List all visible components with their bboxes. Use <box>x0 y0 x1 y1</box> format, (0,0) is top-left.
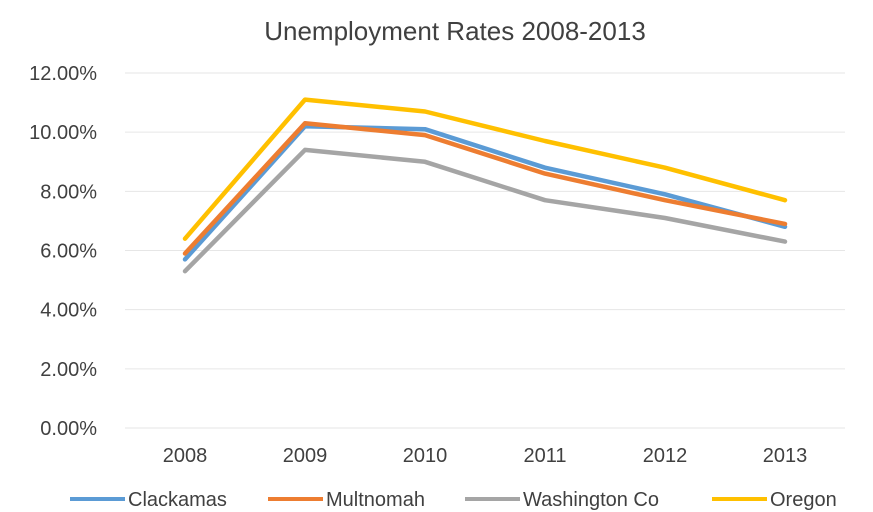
y-tick-label: 2.00% <box>40 359 97 381</box>
chart-title: Unemployment Rates 2008-2013 <box>264 16 646 46</box>
y-tick-label: 4.00% <box>40 300 97 322</box>
x-tick-label: 2009 <box>283 445 328 467</box>
y-tick-label: 6.00% <box>40 241 97 263</box>
series-lines <box>182 97 788 274</box>
y-axis-tick-labels: 0.00% 2.00% 4.00% 6.00% 8.00% 10.00% 12.00% <box>29 63 97 440</box>
legend-label: Washington Co <box>523 489 659 511</box>
series-line-clackamas <box>182 124 788 262</box>
y-tick-label: 0.00% <box>40 418 97 440</box>
legend-label: Clackamas <box>128 489 227 511</box>
series-line-multnomah <box>182 121 788 256</box>
legend-label: Oregon <box>770 489 837 511</box>
series-line-oregon <box>182 97 788 241</box>
y-tick-label: 10.00% <box>29 122 97 144</box>
y-tick-label: 12.00% <box>29 63 97 85</box>
x-tick-label: 2008 <box>163 445 208 467</box>
x-tick-label: 2012 <box>643 445 688 467</box>
series-line-washington-co <box>182 147 788 274</box>
x-tick-label: 2013 <box>763 445 808 467</box>
x-axis-tick-labels: 2008 2009 2010 2011 2012 2013 <box>163 445 808 467</box>
legend: Clackamas Multnomah Washington Co Oregon <box>70 489 837 511</box>
y-tick-label: 8.00% <box>40 181 97 203</box>
x-tick-label: 2011 <box>523 445 566 467</box>
x-tick-label: 2010 <box>403 445 448 467</box>
legend-label: Multnomah <box>326 489 425 511</box>
